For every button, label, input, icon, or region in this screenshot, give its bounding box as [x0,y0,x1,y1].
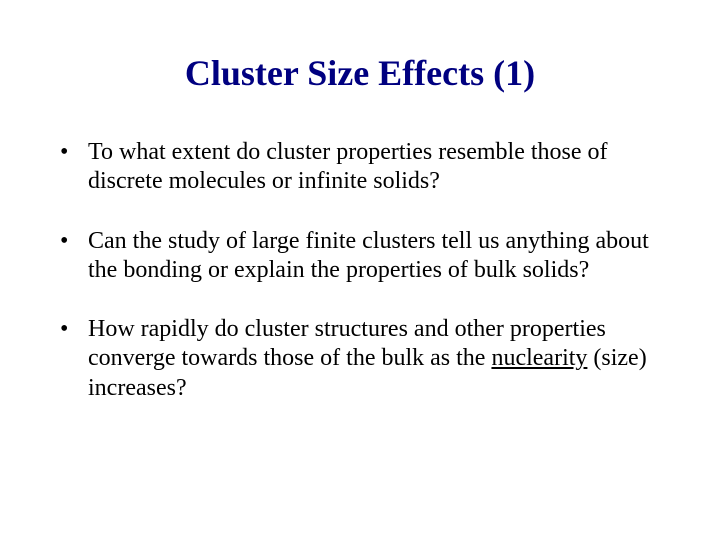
list-item: To what extent do cluster properties res… [56,138,664,197]
list-item: Can the study of large finite clusters t… [56,227,664,286]
bullet-list: To what extent do cluster properties res… [56,138,664,403]
bullet-underline: nuclearity [491,345,587,371]
slide: Cluster Size Effects (1) To what extent … [0,0,720,540]
list-item: How rapidly do cluster structures and ot… [56,315,664,403]
slide-title: Cluster Size Effects (1) [56,52,664,94]
bullet-text: Can the study of large finite clusters t… [88,228,649,283]
bullet-text: To what extent do cluster properties res… [88,139,608,194]
